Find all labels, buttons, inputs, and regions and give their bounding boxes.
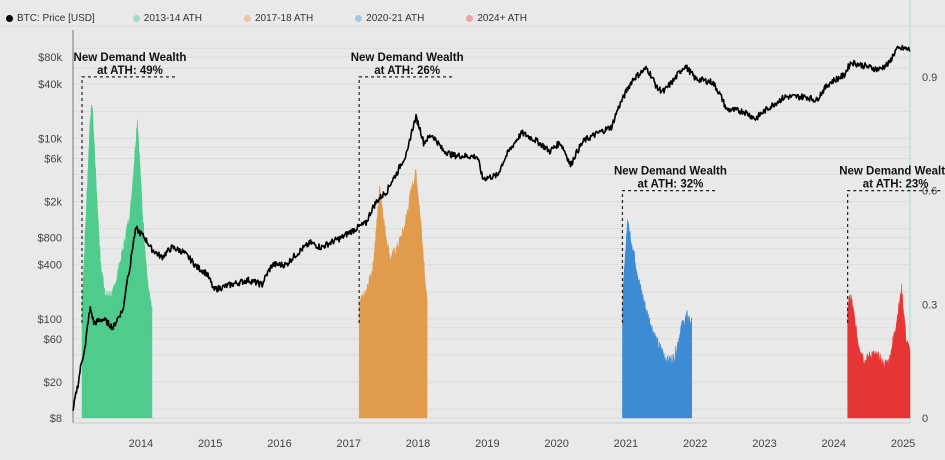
x-tick-label: 2022 xyxy=(683,438,707,450)
legend-marker xyxy=(466,14,474,22)
legend-label: 2020-21 ATH xyxy=(366,12,425,24)
annotation-label: at ATH: 49% xyxy=(97,65,163,77)
annotation-label: at ATH: 32% xyxy=(638,179,704,191)
legend-label: 2017-18 ATH xyxy=(254,12,314,24)
legend-marker xyxy=(132,14,140,22)
y-left-tick-label: $2k xyxy=(44,197,62,209)
y-left-tick-label: $10k xyxy=(38,134,62,146)
annotation-label: New Demand Wealth xyxy=(74,52,187,64)
y-left-tick-label: $800 xyxy=(38,233,62,245)
legend-marker xyxy=(6,14,13,22)
annotation-label: New Demand Wealth xyxy=(351,52,464,64)
x-tick-label: 2018 xyxy=(406,438,430,450)
legend: BTC: Price [USD] 2013-14 ATH 2017-18 ATH 20… xyxy=(6,10,569,26)
annotation-bracket xyxy=(81,76,178,323)
legend-item[interactable]: 2024+ ATH xyxy=(466,10,527,26)
legend-marker xyxy=(243,14,251,22)
y-left-tick-label: $40k xyxy=(38,79,62,91)
y-left-tick-label: $80k xyxy=(38,52,62,64)
area-2017-18-ath xyxy=(358,168,428,419)
annotation-bracket xyxy=(847,190,943,323)
x-tick-label: 2017 xyxy=(337,438,361,450)
x-tick-label: 2021 xyxy=(614,438,638,450)
y-left-tick-label: $100 xyxy=(38,314,62,326)
annotation-label: at ATH: 26% xyxy=(374,65,440,77)
legend-item[interactable]: 2020-21 ATH xyxy=(355,10,424,26)
legend-label: 2024+ ATH xyxy=(477,12,527,24)
area-2024-ath xyxy=(847,283,911,419)
legend-marker xyxy=(355,14,363,22)
x-tick-label: 2014 xyxy=(129,438,153,450)
y-left-tick-label: $60 xyxy=(44,334,62,346)
annotation-label: at ATH: 23% xyxy=(863,179,929,191)
y-right-tick-label: 0 xyxy=(922,413,928,425)
btc-price-line xyxy=(72,44,911,411)
x-tick-label: 2024 xyxy=(822,438,846,450)
legend-label: BTC: Price [USD] xyxy=(17,12,95,24)
y-left-tick-label: $6k xyxy=(44,154,62,166)
legend-label: 2013-14 ATH xyxy=(143,12,202,24)
annotation-bracket xyxy=(358,76,455,323)
legend-item[interactable]: 2017-18 ATH xyxy=(243,10,314,26)
area-2020-21-ath xyxy=(622,219,692,419)
legend-item[interactable]: 2013-14 ATH xyxy=(132,10,202,26)
y-right-tick-label: 0.6 xyxy=(922,186,937,198)
y-left-tick-label: $20 xyxy=(44,377,62,389)
y-left-tick-label: $8 xyxy=(50,413,62,425)
y-right-tick-label: 0.9 xyxy=(922,72,937,84)
annotation-label: New Demand Wealth xyxy=(839,166,945,178)
area-2013-14-ath xyxy=(81,104,153,419)
x-tick-label: 2019 xyxy=(475,438,499,450)
y-left-tick-label: $400 xyxy=(38,260,62,272)
x-tick-label: 2023 xyxy=(752,438,776,450)
y-right-tick-label: 0.3 xyxy=(922,299,937,311)
x-tick-label: 2015 xyxy=(198,438,222,450)
annotation-label: New Demand Wealth xyxy=(614,166,727,178)
x-tick-label: 2025 xyxy=(891,438,915,450)
x-tick-label: 2016 xyxy=(267,438,291,450)
annotation-bracket xyxy=(621,190,718,323)
x-tick-label: 2020 xyxy=(544,438,568,450)
legend-item[interactable]: BTC: Price [USD] xyxy=(6,10,95,26)
